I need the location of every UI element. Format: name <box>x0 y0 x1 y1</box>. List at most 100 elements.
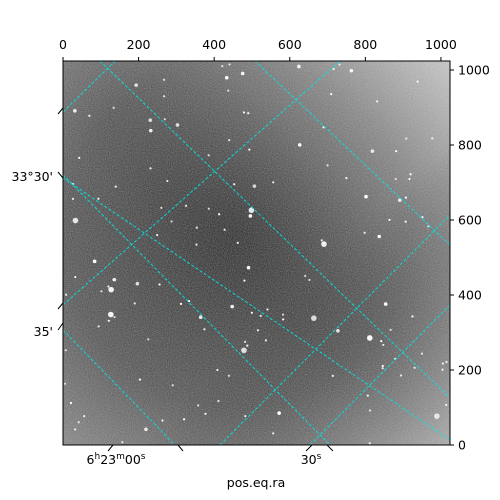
star <box>266 308 269 311</box>
star <box>148 128 153 133</box>
bottom-axis: 6h23m00s 30s pos.eq.ra <box>87 444 334 490</box>
star <box>158 283 161 286</box>
star <box>166 179 169 183</box>
left-tick <box>57 171 64 179</box>
top-tick-label: 200 <box>127 37 151 52</box>
star <box>427 225 430 228</box>
star <box>250 311 253 314</box>
star <box>236 241 239 244</box>
top-tick-label: 1000 <box>425 37 457 52</box>
star <box>246 344 249 347</box>
star <box>330 93 333 96</box>
axes-frame <box>62 60 451 446</box>
star-field <box>63 63 448 445</box>
top-tick-label: 400 <box>202 37 226 52</box>
star <box>405 137 408 140</box>
bottom-tick <box>305 444 313 452</box>
star <box>148 118 153 123</box>
right-tick-label: 400 <box>458 288 482 303</box>
bottom-tick <box>107 444 114 452</box>
star <box>147 338 150 341</box>
star <box>388 218 391 221</box>
grid-line <box>63 177 450 441</box>
star <box>377 234 382 239</box>
star <box>389 328 392 331</box>
star <box>163 118 166 121</box>
right-tick-label: 600 <box>458 213 482 228</box>
star <box>97 325 100 328</box>
grid-line <box>309 304 450 445</box>
left-tick <box>57 107 64 115</box>
star <box>162 95 166 98</box>
star <box>162 78 166 81</box>
star <box>404 196 408 199</box>
star <box>63 382 67 385</box>
star <box>92 259 97 264</box>
star <box>195 243 198 246</box>
star <box>370 149 375 153</box>
star <box>252 184 257 188</box>
right-tick-label: 0 <box>458 438 466 453</box>
star <box>107 285 110 288</box>
star <box>203 328 206 331</box>
star <box>246 265 251 270</box>
star <box>112 106 115 109</box>
star <box>216 368 219 372</box>
star <box>331 374 334 377</box>
star <box>197 404 200 407</box>
left-tick <box>57 302 64 310</box>
right-tick-label: 1000 <box>458 63 490 78</box>
star <box>69 401 73 405</box>
ra-tick-label-2: 30s <box>301 452 322 467</box>
star <box>207 207 210 210</box>
star <box>421 216 424 219</box>
star <box>72 217 79 224</box>
star <box>121 441 124 444</box>
star <box>434 413 440 419</box>
star <box>297 64 301 69</box>
star <box>184 204 188 207</box>
star <box>233 183 236 186</box>
star <box>256 329 260 332</box>
star <box>395 150 398 153</box>
star <box>349 68 354 73</box>
star <box>338 63 341 66</box>
star <box>416 80 419 83</box>
star <box>368 442 371 445</box>
left-axis: 33°30' 35' <box>12 107 64 339</box>
star <box>217 399 220 403</box>
star <box>170 220 173 223</box>
grid-line <box>219 214 450 445</box>
star <box>108 311 114 318</box>
star <box>364 194 368 199</box>
star <box>175 123 180 127</box>
star <box>363 231 366 234</box>
star <box>64 293 68 296</box>
top-tick-label: 600 <box>278 37 302 52</box>
star <box>445 360 448 364</box>
star <box>320 239 323 242</box>
star <box>264 339 268 342</box>
star <box>394 177 397 181</box>
grid-line <box>63 61 116 113</box>
star <box>383 302 388 306</box>
ra-tick-label-1: 6h23m00s <box>87 452 146 467</box>
star <box>77 421 80 424</box>
star <box>198 315 203 320</box>
star <box>304 274 307 278</box>
star <box>366 394 369 397</box>
star <box>74 428 77 431</box>
star <box>88 114 91 117</box>
star <box>133 302 136 305</box>
top-axis: 0 200 400 600 800 1000 <box>59 37 457 61</box>
star <box>413 366 416 369</box>
star <box>149 167 152 170</box>
star <box>248 214 253 218</box>
star <box>326 164 329 167</box>
star <box>404 220 407 223</box>
star <box>144 427 148 432</box>
star <box>134 83 138 87</box>
grid-line <box>99 61 450 399</box>
star <box>171 384 174 387</box>
